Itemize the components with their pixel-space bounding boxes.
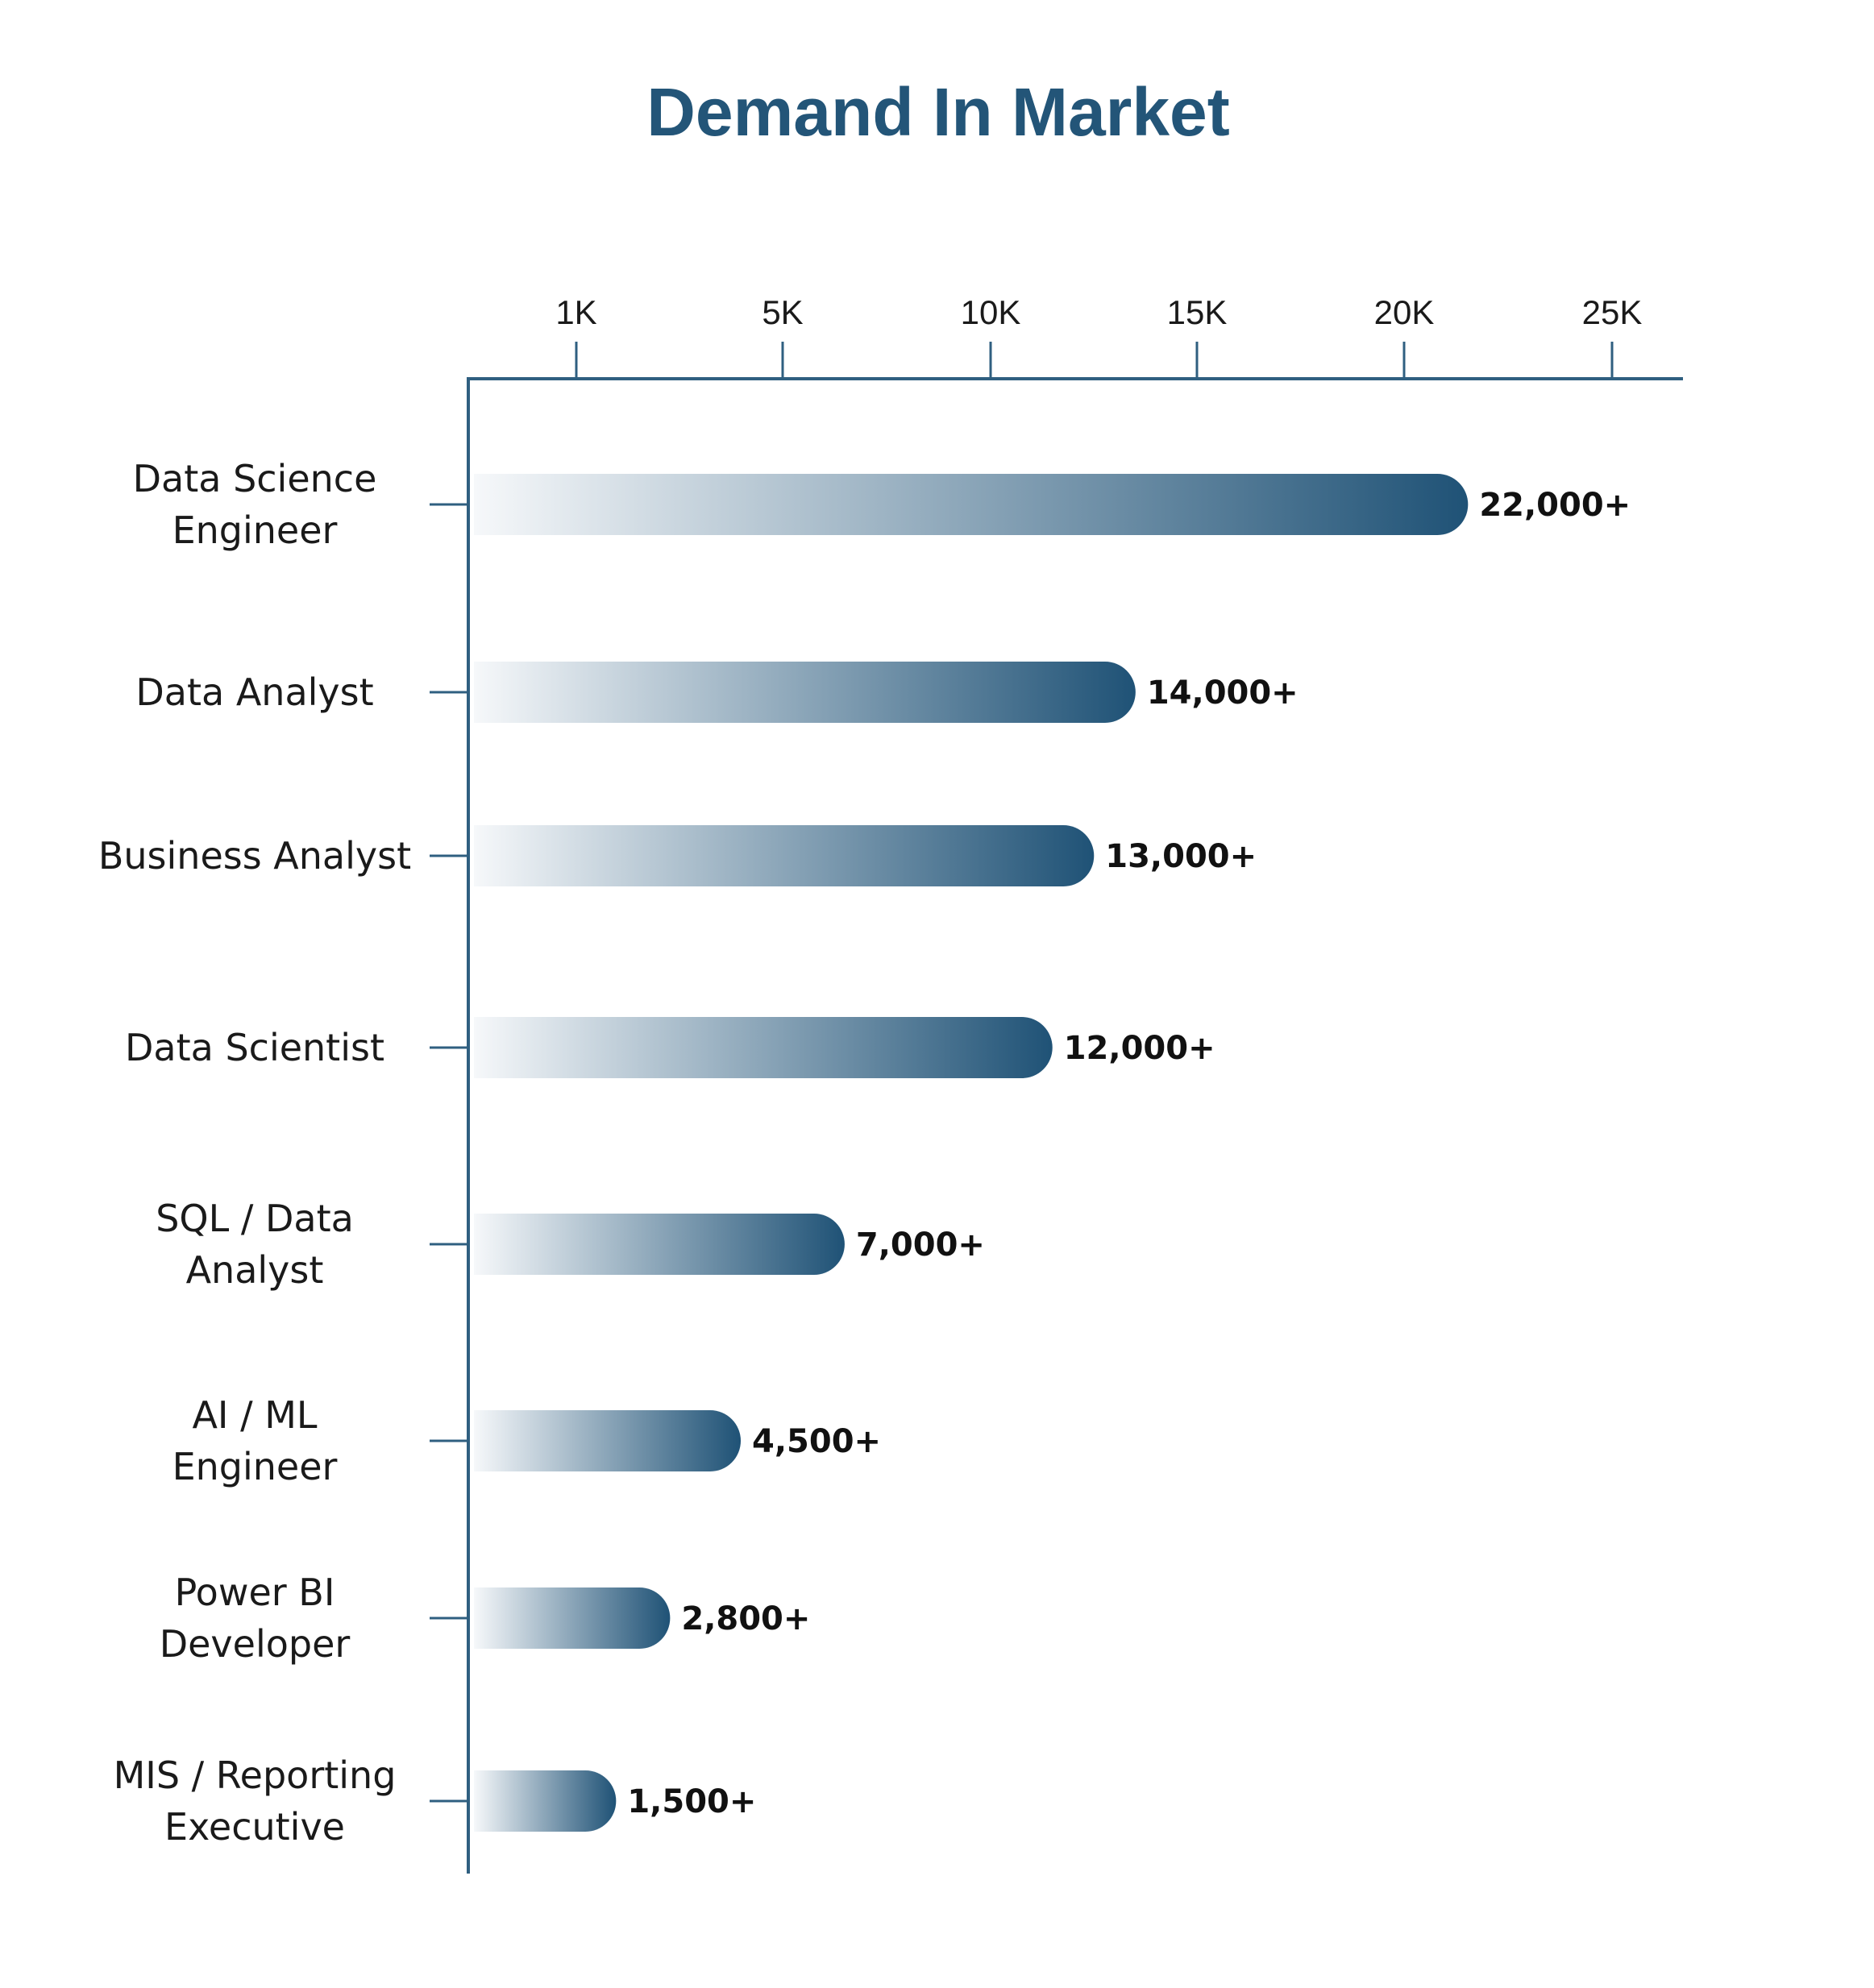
- x-tick-label: 10K: [961, 293, 1021, 331]
- category-label: Power BI: [175, 1571, 335, 1614]
- value-label: 14,000+: [1147, 674, 1299, 712]
- category-label: Executive: [164, 1805, 345, 1849]
- value-label: 4,500+: [752, 1423, 881, 1460]
- value-label: 1,500+: [627, 1783, 756, 1820]
- category-label: Engineer: [172, 1445, 338, 1488]
- category-label: Data Scientist: [125, 1026, 384, 1069]
- chart-title: Demand In Market: [646, 74, 1230, 150]
- value-label: 22,000+: [1479, 487, 1631, 524]
- bar: [474, 474, 1469, 535]
- bar: [474, 1410, 742, 1471]
- category-label: Analyst: [186, 1248, 324, 1292]
- value-label: 12,000+: [1064, 1030, 1215, 1067]
- bar: [474, 1770, 617, 1832]
- category-label: Data Analyst: [135, 670, 373, 714]
- x-tick-label: 15K: [1167, 293, 1228, 331]
- category-label: Business Analyst: [98, 834, 411, 878]
- category-label: AI / ML: [192, 1393, 317, 1437]
- x-tick-label: 20K: [1374, 293, 1435, 331]
- bar: [474, 1017, 1053, 1078]
- value-label: 7,000+: [856, 1226, 985, 1264]
- bar: [474, 825, 1095, 886]
- category-label: Engineer: [172, 508, 338, 552]
- value-label: 13,000+: [1105, 838, 1257, 875]
- category-label: SQL / Data: [156, 1197, 354, 1240]
- bar: [474, 1587, 671, 1649]
- bar: [474, 662, 1136, 723]
- x-tick-label: 5K: [762, 293, 803, 331]
- category-label: Data Science: [133, 457, 377, 500]
- x-tick-label: 25K: [1582, 293, 1643, 331]
- x-tick-label: 1K: [555, 293, 596, 331]
- value-label: 2,800+: [681, 1600, 810, 1637]
- bar: [474, 1214, 845, 1275]
- category-label: Developer: [160, 1622, 351, 1666]
- category-label: MIS / Reporting: [114, 1754, 397, 1797]
